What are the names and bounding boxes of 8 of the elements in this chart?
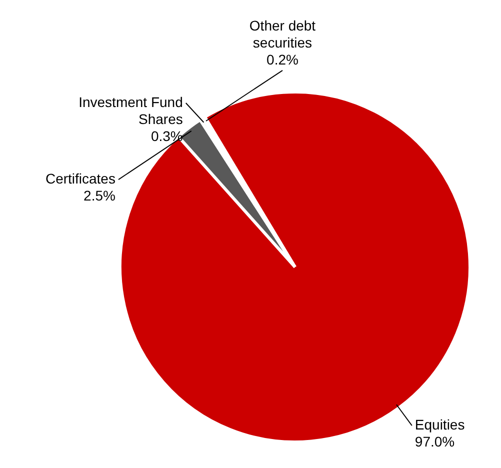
slice-label: Other debt securities bbox=[249, 17, 316, 50]
data-label: 0.2% bbox=[266, 51, 298, 68]
data-label: 0.3% bbox=[150, 128, 183, 144]
data-label: 97.0% bbox=[414, 434, 455, 450]
slice-label: Certificates bbox=[45, 170, 116, 187]
slice-label: Equities bbox=[414, 416, 465, 433]
data-label: 2.5% bbox=[84, 188, 116, 204]
slice-label: Investment Fund Shares bbox=[78, 94, 183, 127]
